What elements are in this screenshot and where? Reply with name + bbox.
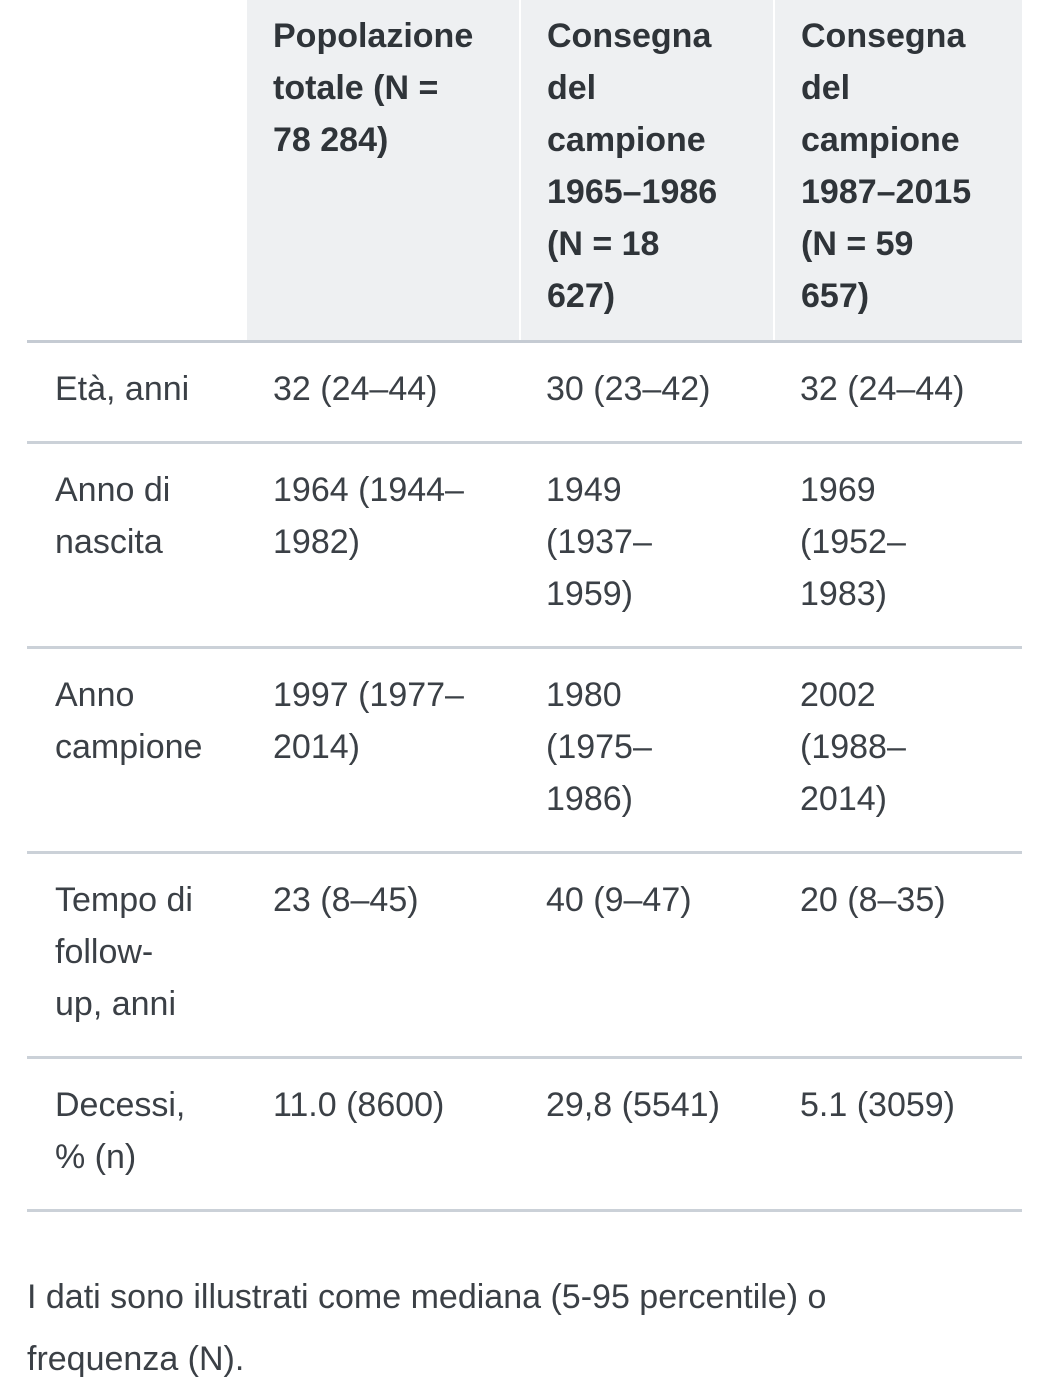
row-label-eta: Età, anni [27, 341, 247, 444]
cell: 40 (9–47) [520, 852, 774, 1059]
col-header-consegna-1965-1986: Consegna del campione 1965–1986 (N = 18 … [519, 0, 774, 343]
cell: 1964 (1944– 1982) [247, 442, 520, 649]
table-row-anno-campione: Anno campione 1997 (1977– 2014) 1980 (19… [27, 647, 1022, 854]
cell: 32 (24–44) [247, 341, 520, 444]
cell: 29,8 (5541) [520, 1057, 774, 1212]
row-label-anno-campione: Anno campione [27, 647, 247, 854]
cell: 1997 (1977– 2014) [247, 647, 520, 854]
cell: 11.0 (8600) [247, 1057, 520, 1212]
table-header-row: Popolazione totale (N = 78 284) Consegna… [27, 0, 1022, 343]
cell: 5.1 (3059) [774, 1057, 1022, 1212]
row-label-anno-di-nascita: Anno di nascita [27, 442, 247, 649]
cell: 20 (8–35) [774, 852, 1022, 1059]
table-row-decessi: Decessi, % (n) 11.0 (8600) 29,8 (5541) 5… [27, 1057, 1022, 1212]
table-footnote: I dati sono illustrati come mediana (5-9… [27, 1278, 827, 1378]
row-label-tempo-follow-up: Tempo di follow- up, anni [27, 852, 247, 1059]
cell: 30 (23–42) [520, 341, 774, 444]
cell: 23 (8–45) [247, 852, 520, 1059]
col-header-blank [27, 0, 247, 343]
summary-table: Popolazione totale (N = 78 284) Consegna… [27, 0, 1022, 1212]
row-label-decessi: Decessi, % (n) [27, 1057, 247, 1212]
table-row-tempo-follow-up: Tempo di follow- up, anni 23 (8–45) 40 (… [27, 852, 1022, 1059]
table-row-anno-di-nascita: Anno di nascita 1964 (1944– 1982) 1949 (… [27, 442, 1022, 649]
cell: 1980 (1975– 1986) [520, 647, 774, 854]
col-header-popolazione-totale: Popolazione totale (N = 78 284) [247, 0, 520, 343]
col-header-consegna-1987-2015: Consegna del campione 1987–2015 (N = 59 … [773, 0, 1022, 343]
table-row-eta: Età, anni 32 (24–44) 30 (23–42) 32 (24–4… [27, 341, 1022, 444]
cell: 1949 (1937– 1959) [520, 442, 774, 649]
cell: 32 (24–44) [774, 341, 1022, 444]
cell: 2002 (1988– 2014) [774, 647, 1022, 854]
cell: 1969 (1952– 1983) [774, 442, 1022, 649]
